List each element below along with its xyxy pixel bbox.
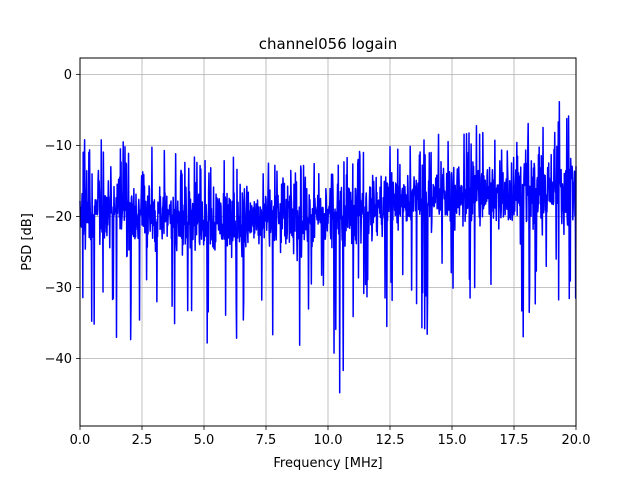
x-tick-label: 0.0: [70, 433, 91, 448]
x-tick-label: 20.0: [562, 433, 591, 448]
x-tick-label: 2.5: [132, 433, 153, 448]
chart-title: channel056 logain: [259, 35, 398, 53]
x-tick-label: 15.0: [438, 433, 467, 448]
x-axis-label: Frequency [MHz]: [273, 456, 382, 471]
x-tick-label: 7.5: [256, 433, 277, 448]
y-tick-label: 0: [64, 68, 72, 83]
y-tick-label: −10: [45, 139, 72, 154]
y-tick-label: −40: [45, 352, 72, 367]
x-tick-label: 10.0: [314, 433, 343, 448]
series-group: [79, 101, 577, 394]
y-tick-label: −20: [45, 210, 72, 225]
x-tick-label: 17.5: [500, 433, 529, 448]
x-tick-label: 5.0: [194, 433, 215, 448]
series-line-0: [79, 101, 577, 394]
x-tick-label: 12.5: [376, 433, 405, 448]
y-axis-ticks: 0 −10 −20 −30 −40: [45, 68, 80, 367]
y-tick-label: −30: [45, 281, 72, 296]
y-axis-label: PSD [dB]: [20, 213, 35, 271]
x-axis-ticks: 0.0 2.5 5.0 7.5 10.0 12.5 15.0 17.5 20.0: [70, 426, 591, 448]
